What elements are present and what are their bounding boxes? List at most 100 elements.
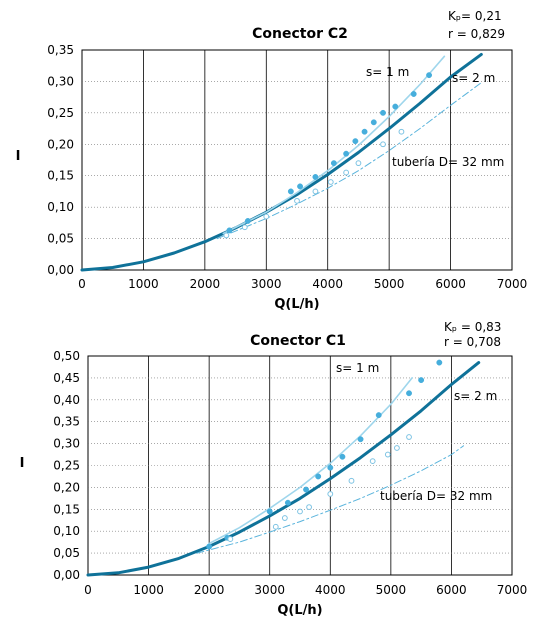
x-axis-label: Q(L/h) — [274, 297, 319, 312]
x-tick-label: 2000 — [194, 583, 225, 597]
data-point-points-s1 — [330, 160, 337, 167]
x-tick-label: 3000 — [251, 277, 282, 291]
data-point-points-s2 — [327, 179, 334, 185]
data-point-points-s1 — [375, 412, 382, 419]
data-point-points-s2 — [369, 458, 376, 465]
data-point-points-s2 — [394, 445, 400, 451]
data-point-points-s2 — [263, 213, 270, 220]
annotation-s1: s= 1 m — [336, 361, 379, 375]
y-tick-label: 0,40 — [53, 393, 80, 407]
chart-title: Conector C1 — [250, 333, 346, 349]
series-line-model-s1 — [208, 377, 413, 545]
x-tick-label: 0 — [84, 583, 92, 597]
data-point-points-s2 — [272, 523, 279, 530]
data-point-points-s2 — [384, 451, 391, 458]
data-point-points-s1 — [266, 508, 273, 515]
r-label: r = 0,829 — [448, 27, 505, 41]
data-point-points-s1 — [357, 436, 364, 443]
r-label: r = 0,708 — [444, 335, 501, 349]
data-point-points-s2 — [355, 160, 362, 167]
data-point-points-s2 — [297, 508, 303, 515]
data-point-points-s1 — [370, 119, 377, 126]
data-point-points-s1 — [361, 128, 368, 135]
y-tick-label: 0,20 — [47, 137, 74, 151]
series-points — [206, 359, 443, 550]
annotation-pipe: tubería D= 32 mm — [392, 155, 504, 169]
data-point-points-s2 — [348, 477, 355, 484]
y-tick-label: 0,30 — [47, 74, 74, 88]
x-tick-label: 5000 — [376, 583, 407, 597]
data-point-points-s1 — [339, 453, 346, 460]
series-lines — [80, 52, 483, 272]
y-tick-label: 0,05 — [47, 232, 74, 246]
chart-conector-c1: Conector C1 Kₚ = 0,83 r = 0,708 0,00 0,0… — [20, 320, 528, 618]
data-point-points-s1 — [418, 377, 425, 384]
series-lines — [86, 361, 481, 577]
x-tick-label: 5000 — [374, 277, 405, 291]
data-point-points-s1 — [315, 473, 322, 480]
gridlines — [88, 356, 512, 575]
data-point-points-s1 — [287, 188, 294, 195]
y-tick-label: 0,15 — [47, 169, 74, 183]
data-point-points-s1 — [284, 499, 291, 506]
data-point-points-s2 — [406, 434, 412, 440]
data-point-points-s1 — [327, 464, 334, 471]
y-tick-label: 0,10 — [47, 200, 74, 214]
x-tick-label: 1000 — [128, 277, 159, 291]
data-point-points-s1 — [343, 150, 350, 157]
y-tick-label: 0,00 — [47, 263, 74, 277]
y-tick-label: 0,50 — [53, 349, 80, 363]
data-point-points-s1 — [436, 359, 443, 366]
data-point-points-s1 — [297, 183, 304, 190]
x-tick-label: 2000 — [190, 277, 221, 291]
data-point-points-s1 — [312, 174, 319, 180]
y-tick-label: 0,25 — [47, 106, 74, 120]
gridlines — [82, 50, 512, 270]
series-line-model-s2 — [80, 52, 483, 272]
y-tick-label: 0,00 — [53, 568, 80, 582]
chart-conector-c2: Conector C2 Kₚ= 0,21 r = 0,829 0,00 0,05… — [16, 9, 528, 312]
data-point-points-s2 — [327, 491, 334, 497]
data-point-points-s2 — [281, 515, 288, 521]
y-tick-label: 0,45 — [53, 371, 80, 385]
y-tick-label: 0,20 — [53, 480, 80, 494]
y-tick-label: 0,05 — [53, 546, 80, 560]
kp-label: Kₚ = 0,83 — [444, 320, 501, 334]
data-point-points-s2 — [227, 536, 234, 542]
data-point-points-s1 — [426, 72, 433, 79]
data-point-points-s2 — [241, 224, 248, 231]
y-tick-label: 0,35 — [53, 415, 80, 429]
y-tick-label: 0,25 — [53, 459, 80, 473]
data-point-points-s2 — [398, 128, 405, 135]
x-tick-label: 4000 — [315, 583, 346, 597]
data-point-points-s2 — [306, 504, 312, 511]
data-point-points-s1 — [410, 91, 417, 97]
x-tick-label: 4000 — [312, 277, 343, 291]
x-tick-label: 6000 — [436, 583, 467, 597]
y-tick-label: 0,30 — [53, 437, 80, 451]
x-tick-label: 0 — [78, 277, 86, 291]
x-tick-label: 7000 — [497, 277, 528, 291]
data-point-points-s1 — [206, 543, 213, 550]
series-line-model-s2 — [86, 361, 481, 577]
data-point-points-s2 — [380, 141, 386, 148]
data-point-points-s1 — [380, 109, 386, 116]
series-line-pipe — [196, 445, 464, 554]
y-tick-label: 0,15 — [53, 502, 80, 516]
annotation-s1: s= 1 m — [366, 65, 409, 79]
series-points — [223, 72, 433, 239]
annotation-s2: s= 2 m — [452, 71, 495, 85]
annotation-s2: s= 2 m — [454, 389, 497, 403]
series-line-pipe — [216, 82, 482, 240]
chart-title: Conector C2 — [252, 26, 348, 42]
plot-area — [81, 49, 513, 271]
x-tick-label: 1000 — [133, 583, 164, 597]
data-point-points-s1 — [406, 390, 412, 397]
y-axis-label: I — [16, 149, 21, 164]
y-tick-label: 0,35 — [47, 43, 74, 57]
data-point-points-s1 — [392, 103, 399, 110]
x-tick-label: 7000 — [497, 583, 528, 597]
data-point-points-s1 — [226, 227, 233, 234]
data-point-points-s2 — [223, 232, 230, 239]
data-point-points-s1 — [244, 218, 251, 224]
